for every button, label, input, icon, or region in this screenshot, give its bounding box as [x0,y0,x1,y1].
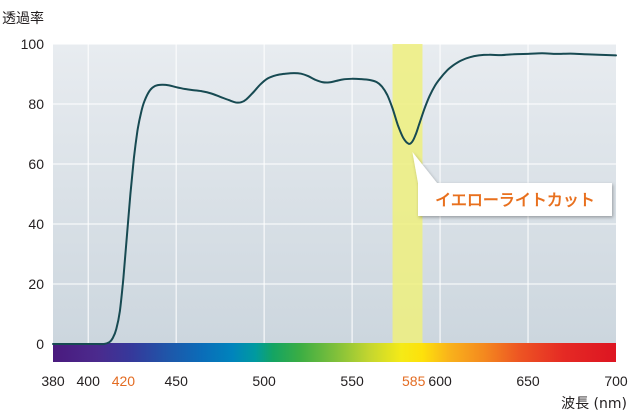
gridlines [53,43,616,344]
y-axis-title: 透過率 [2,10,44,27]
annotation-callout [412,152,612,216]
y-tick-label: 40 [28,216,44,232]
x-tick-label: 600 [428,373,452,389]
x-tick-label: 650 [516,373,540,389]
curve-layer [52,52,617,346]
transmittance-curve [52,52,617,346]
x-tick-label: 500 [252,373,276,389]
spectrum-bar [53,343,616,362]
y-tick-label: 60 [28,156,44,172]
yellow-highlight-band [392,44,423,344]
x-tick-label-highlighted: 420 [112,373,136,389]
y-tick-label: 20 [28,276,44,292]
y-tick-label: 0 [36,336,44,352]
highlight-band-layer [392,44,423,344]
x-tick-label: 400 [77,373,101,389]
spectrum-bar-layer [53,343,616,362]
y-tick-label: 80 [28,96,44,112]
tick-labels: 380 400 420 450 500 550 585 600 650 700 0 20 40 60 80 1… [21,36,628,389]
x-tick-label-highlighted: 585 [402,373,426,389]
x-axis-title: 波長 (nm) [561,396,627,412]
annotation-callout-box [412,152,612,216]
y-tick-label: 100 [21,36,45,52]
x-tick-label: 700 [604,373,628,389]
x-tick-label: 450 [165,373,189,389]
x-tick-label: 380 [41,373,65,389]
x-tick-label: 550 [340,373,364,389]
annotation-text: イエローライトカット [435,191,595,210]
